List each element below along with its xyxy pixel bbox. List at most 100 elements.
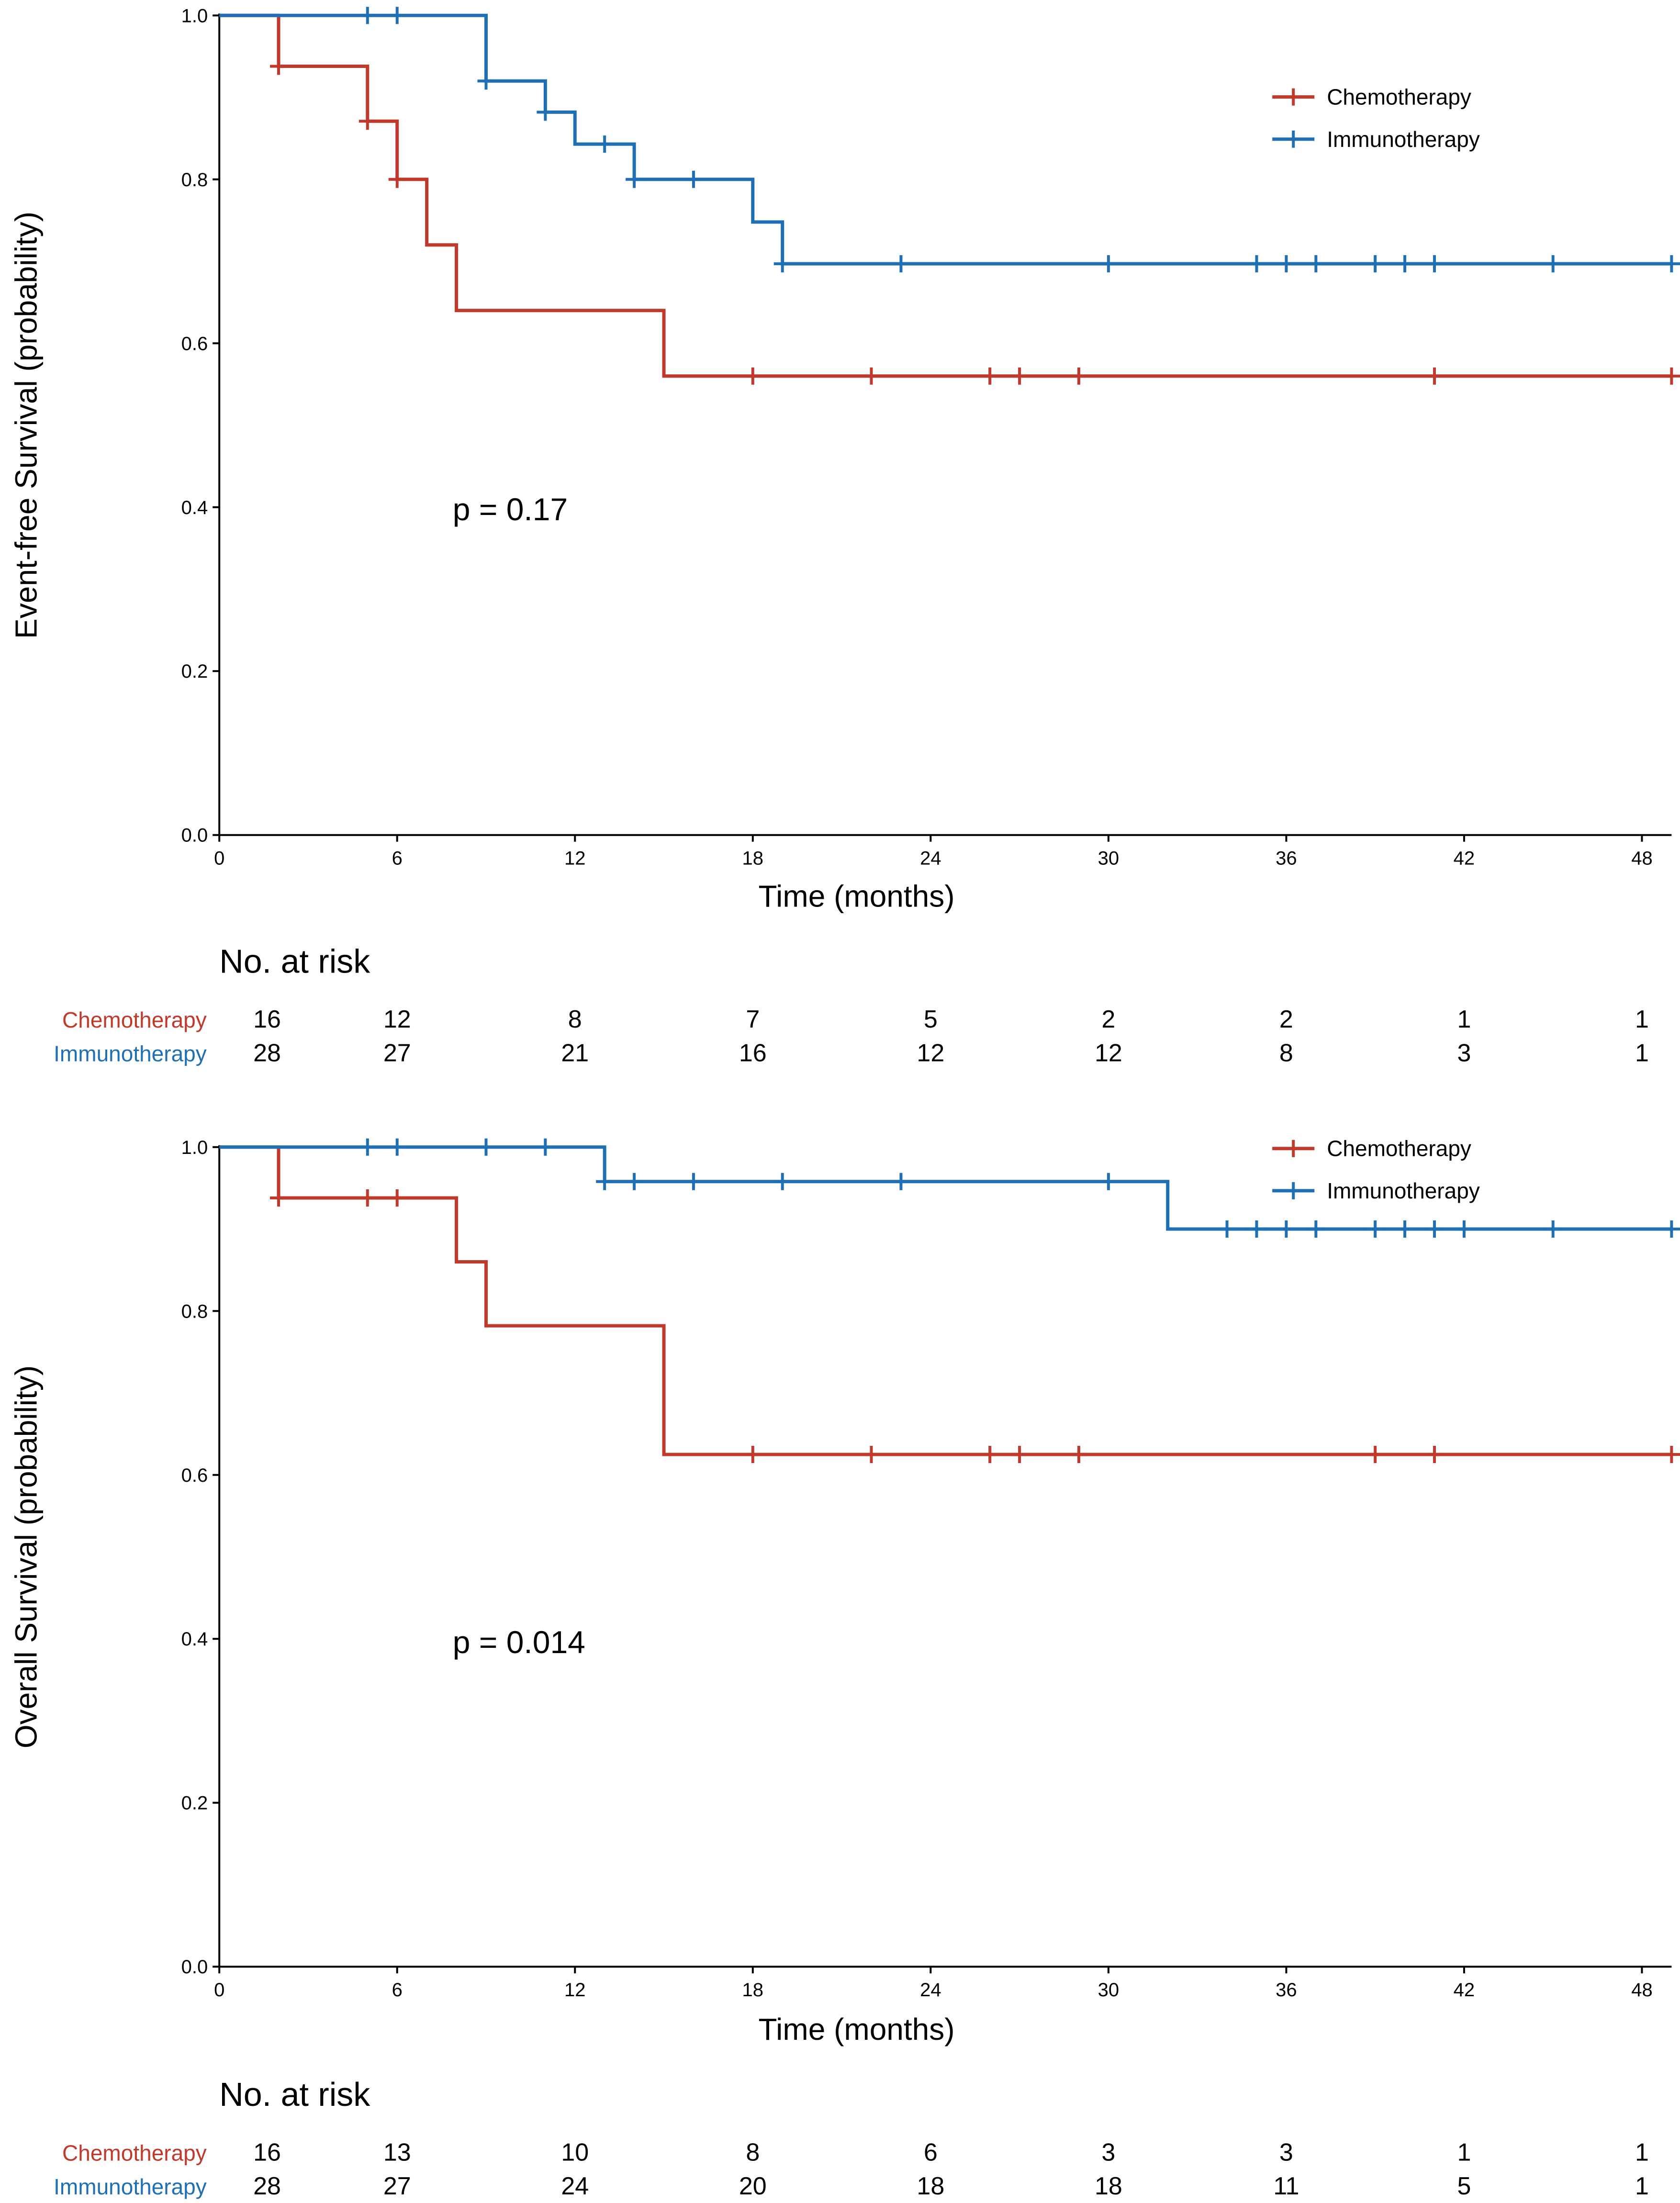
censor-mark-chemotherapy — [1426, 1445, 1444, 1463]
event-free-survival-panel: 0.00.20.40.60.81.00 6 12 18 24 30 36 42 48Event-… — [9, 5, 1680, 1067]
censor-mark-chemotherapy — [270, 1189, 288, 1207]
risk-value: 16 — [253, 2139, 281, 2167]
censor-mark-immunotherapy — [1426, 1220, 1444, 1238]
censor-mark-chemotherapy — [1663, 367, 1680, 385]
x-tick-label: 18 — [742, 848, 764, 869]
p-value-annotation: p = 0.014 — [453, 1624, 585, 1660]
x-tick-label: 36 — [1276, 1979, 1297, 2001]
x-tick-label: 42 — [1454, 1979, 1475, 2001]
overall-survival-panel: 0.00.20.40.60.81.00 6 12 18 24 30 36 42 48Overal… — [9, 1136, 1680, 2200]
legend-label: Chemotherapy — [1327, 1136, 1471, 1161]
y-tick-label: 0.8 — [181, 1301, 208, 1322]
censor-mark-chemotherapy — [358, 1189, 376, 1207]
censor-mark-immunotherapy — [773, 1173, 791, 1190]
censor-mark-immunotherapy — [1248, 1220, 1266, 1238]
censor-mark-immunotherapy — [358, 7, 376, 24]
legend-label: Chemotherapy — [1327, 85, 1471, 110]
risk-row-label: Immunotherapy — [54, 2174, 207, 2199]
risk-value: 28 — [253, 1040, 281, 1067]
censor-mark-chemotherapy — [270, 57, 288, 75]
censor-mark-chemotherapy — [388, 170, 406, 188]
x-tick-label: 6 — [392, 848, 403, 869]
y-axis-title: Event-free Survival (probability) — [9, 212, 43, 639]
y-tick-label: 0.0 — [181, 825, 208, 846]
x-tick-label: 30 — [1098, 1979, 1120, 2001]
censor-mark-immunotherapy — [388, 7, 406, 24]
risk-value: 11 — [1273, 2172, 1299, 2200]
censor-mark-immunotherapy — [1307, 1220, 1325, 1238]
risk-value: 3 — [1457, 1040, 1471, 1067]
x-tick-label: 30 — [1098, 848, 1120, 869]
y-tick-label: 0.6 — [181, 1465, 208, 1486]
risk-value: 3 — [1101, 2139, 1115, 2167]
censor-mark-immunotherapy — [1099, 1173, 1117, 1190]
y-tick-label: 1.0 — [181, 1137, 208, 1158]
risk-value: 1 — [1457, 2139, 1471, 2167]
risk-value: 2 — [1279, 1006, 1293, 1033]
risk-value: 10 — [561, 2139, 589, 2167]
risk-value: 27 — [383, 2172, 411, 2200]
risk-value: 1 — [1635, 1040, 1649, 1067]
risk-value: 1 — [1457, 1006, 1471, 1033]
censor-mark-immunotherapy — [1426, 255, 1444, 273]
censor-mark-immunotherapy — [388, 1138, 406, 1156]
censor-mark-immunotherapy — [596, 1173, 614, 1190]
censor-mark-chemotherapy — [1011, 367, 1029, 385]
risk-value: 5 — [924, 1006, 938, 1033]
censor-mark-immunotherapy — [1277, 255, 1295, 273]
censor-mark-chemotherapy — [981, 1445, 999, 1463]
censor-mark-chemotherapy — [1426, 367, 1444, 385]
censor-mark-immunotherapy — [892, 255, 910, 273]
censor-mark-chemotherapy — [744, 367, 762, 385]
censor-mark-immunotherapy — [626, 1173, 643, 1190]
censor-mark-immunotherapy — [1396, 255, 1414, 273]
risk-value: 1 — [1635, 2139, 1649, 2167]
censor-mark-immunotherapy — [1396, 1220, 1414, 1238]
censor-mark-immunotherapy — [892, 1173, 910, 1190]
risk-table-title: No. at risk — [219, 2076, 370, 2113]
censor-mark-immunotherapy — [1544, 255, 1562, 273]
x-tick-label: 48 — [1631, 1979, 1653, 2001]
risk-value: 3 — [1279, 2139, 1293, 2167]
x-tick-label: 0 — [214, 1979, 224, 2001]
censor-mark-immunotherapy — [1366, 255, 1384, 273]
censor-mark-immunotherapy — [537, 1138, 554, 1156]
x-tick-label: 24 — [920, 848, 941, 869]
risk-value: 18 — [1095, 2172, 1122, 2200]
censor-mark-immunotherapy — [1663, 255, 1680, 273]
censor-mark-immunotherapy — [596, 135, 614, 153]
censor-mark-chemotherapy — [744, 1445, 762, 1463]
x-tick-label: 48 — [1631, 848, 1653, 869]
censor-mark-chemotherapy — [1070, 1445, 1087, 1463]
censor-mark-immunotherapy — [1544, 1220, 1562, 1238]
y-axis-title: Overall Survival (probability) — [9, 1365, 43, 1748]
x-tick-label: 42 — [1454, 848, 1475, 869]
risk-value: 5 — [1457, 2172, 1471, 2200]
x-tick-label: 36 — [1276, 848, 1297, 869]
risk-value: 28 — [253, 2172, 281, 2200]
survival-curve-chemotherapy — [219, 1145, 1672, 1456]
censor-mark-chemotherapy — [1366, 1445, 1384, 1463]
censor-mark-chemotherapy — [862, 1445, 880, 1463]
censor-mark-immunotherapy — [626, 170, 643, 188]
p-value-annotation: p = 0.17 — [453, 492, 568, 527]
censor-mark-chemotherapy — [358, 112, 376, 130]
risk-value: 8 — [746, 2139, 760, 2167]
legend-label: Immunotherapy — [1327, 1178, 1480, 1203]
censor-mark-immunotherapy — [358, 1138, 376, 1156]
censor-mark-chemotherapy — [1663, 1445, 1680, 1463]
x-tick-label: 12 — [564, 848, 586, 869]
censor-mark-immunotherapy — [1277, 1220, 1295, 1238]
risk-value: 20 — [739, 2172, 767, 2200]
x-tick-label: 0 — [214, 848, 224, 869]
risk-row-label: Chemotherapy — [62, 2141, 207, 2166]
y-tick-label: 0.4 — [181, 497, 208, 518]
censor-mark-immunotherapy — [1218, 1220, 1236, 1238]
risk-value: 12 — [1095, 1040, 1122, 1067]
censor-mark-immunotherapy — [1248, 255, 1266, 273]
risk-value: 18 — [917, 2172, 944, 2200]
x-tick-label: 24 — [920, 1979, 941, 2001]
censor-mark-immunotherapy — [773, 255, 791, 273]
risk-row-label: Chemotherapy — [62, 1007, 207, 1032]
y-tick-label: 0.8 — [181, 169, 208, 190]
